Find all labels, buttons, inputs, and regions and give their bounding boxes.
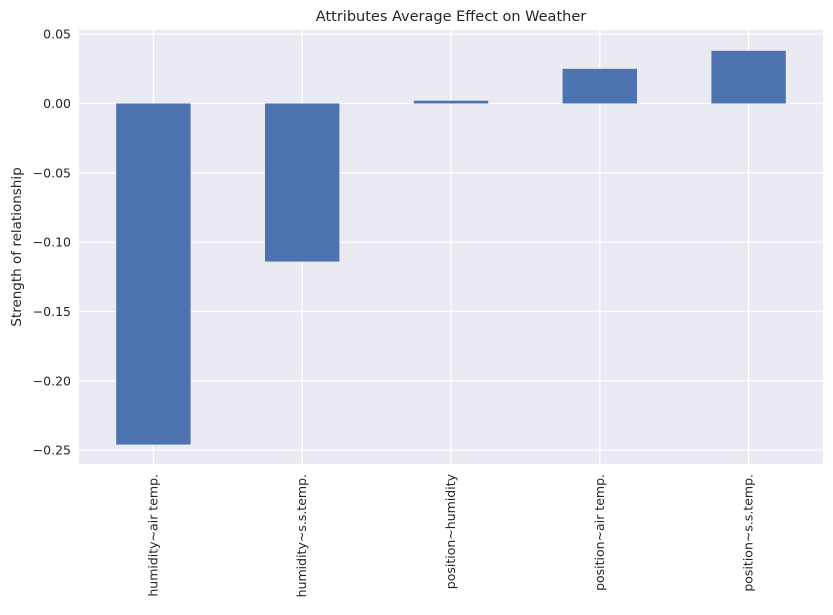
y-tick-label: −0.10 bbox=[33, 235, 71, 250]
y-tick-labels: 0.05 0.00 −0.05 −0.10 −0.15 −0.20 −0.25 bbox=[33, 27, 71, 458]
bars bbox=[116, 50, 786, 445]
x-tick-labels: humidity~air temp. humidity~s.s.temp. posi… bbox=[145, 473, 755, 597]
bar bbox=[413, 100, 489, 104]
bar bbox=[711, 50, 786, 104]
chart-title: Attributes Average Effect on Weather bbox=[316, 9, 586, 25]
y-axis-label: Strength of relationship bbox=[9, 167, 25, 326]
y-tick-label: −0.05 bbox=[33, 165, 71, 180]
bar bbox=[562, 68, 637, 104]
bar bbox=[116, 103, 191, 445]
x-tick-label: position~air temp. bbox=[592, 474, 607, 591]
y-tick-label: 0.00 bbox=[43, 96, 71, 111]
x-tick-label: humidity~air temp. bbox=[145, 474, 160, 597]
bar bbox=[265, 103, 340, 262]
y-tick-label: −0.15 bbox=[33, 304, 71, 319]
x-tick-label: position~s.s.temp. bbox=[741, 474, 756, 592]
x-tick-label: position~humidity bbox=[443, 473, 458, 589]
y-tick-label: −0.20 bbox=[33, 373, 71, 388]
x-tick-label: humidity~s.s.temp. bbox=[294, 474, 309, 597]
y-tick-label: 0.05 bbox=[43, 27, 71, 42]
y-tick-label: −0.25 bbox=[33, 443, 71, 458]
